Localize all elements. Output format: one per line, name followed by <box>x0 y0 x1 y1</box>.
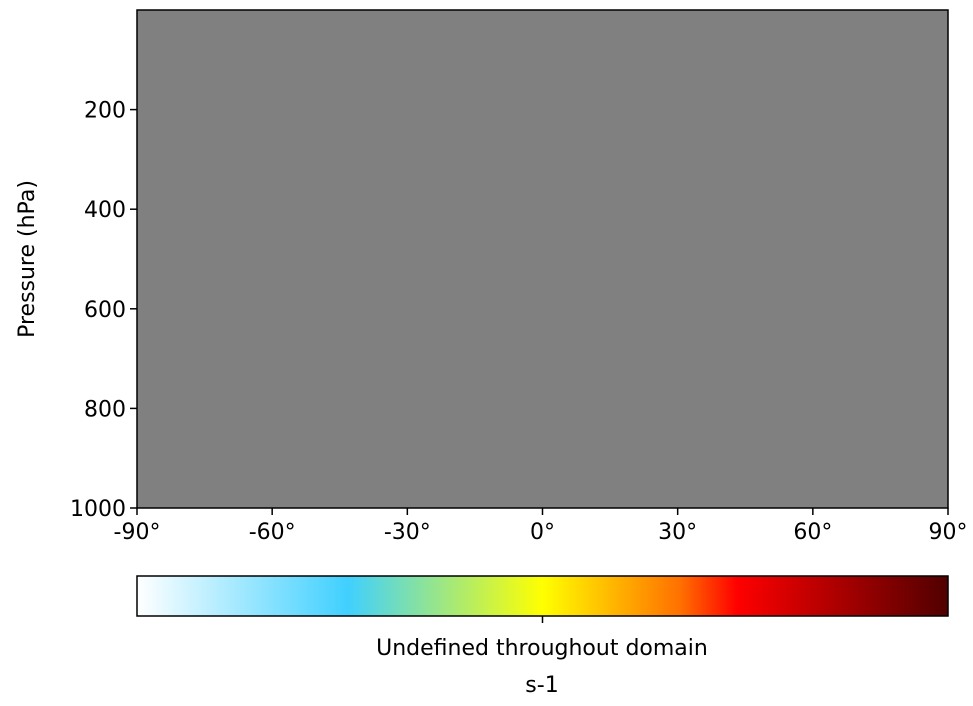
x-axis: -90° -60° -30° 0° 30° 60° 90° <box>114 508 968 545</box>
x-tick-label: -30° <box>384 520 431 545</box>
x-tick-label: -90° <box>114 520 161 545</box>
y-tick-label: 600 <box>84 298 126 323</box>
y-tick-label: 200 <box>84 99 126 124</box>
y-tick-label: 800 <box>84 397 126 422</box>
y-axis-label: Pressure (hPa) <box>15 180 40 338</box>
x-tick-label: -60° <box>249 520 296 545</box>
x-tick-label: 90° <box>929 520 968 545</box>
plot-area <box>136 9 949 509</box>
x-tick-label: 60° <box>793 520 832 545</box>
x-tick-label: 0° <box>530 520 555 545</box>
colorbar-label: Undefined throughout domain <box>376 636 708 661</box>
y-tick-label: 400 <box>84 198 126 223</box>
colorbar-units: s-1 <box>525 673 558 698</box>
y-tick-label: 1000 <box>70 497 126 522</box>
x-tick-label: 30° <box>658 520 697 545</box>
y-axis: 200 400 600 800 1000 <box>70 99 137 522</box>
colorbar <box>136 575 949 617</box>
